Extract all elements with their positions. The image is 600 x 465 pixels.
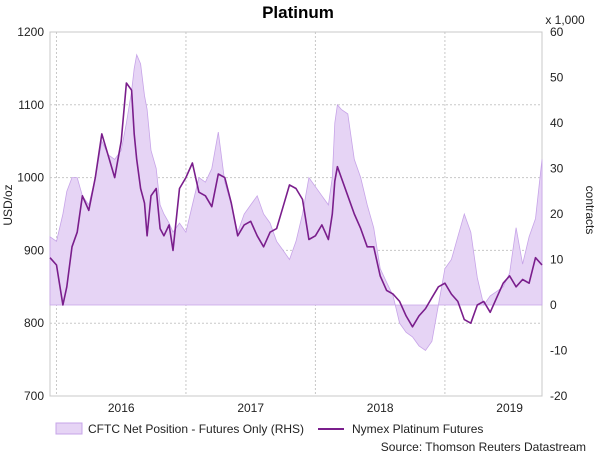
right-axis-ticks: -20 -10 0 10 20 30 40 50 60 — [550, 25, 568, 403]
x-tick-label-2017: 2017 — [237, 401, 264, 415]
right-tick-label-1: -10 — [550, 344, 568, 358]
right-tick-label-4: 20 — [550, 207, 564, 221]
x-tick-label-2019: 2019 — [496, 401, 523, 415]
right-tick-label-5: 30 — [550, 162, 564, 176]
source-note: Source: Thomson Reuters Datastream — [381, 440, 586, 454]
right-tick-label-3: 10 — [550, 253, 564, 267]
left-tick-label-5: 1200 — [17, 25, 44, 39]
left-tick-label-4: 1100 — [18, 98, 44, 112]
right-tick-label-0: -20 — [550, 389, 568, 403]
right-tick-label-8: 60 — [550, 25, 564, 39]
right-tick-label-6: 40 — [550, 116, 564, 130]
left-tick-label-2: 900 — [24, 243, 44, 257]
left-tick-label-3: 1000 — [17, 171, 44, 185]
legend: CFTC Net Position - Futures Only (RHS) N… — [55, 422, 483, 436]
left-tick-label-1: 800 — [24, 316, 44, 330]
right-tick-label-7: 50 — [550, 71, 564, 85]
cftc-area-path — [49, 53, 543, 352]
left-axis-label: USD/oz — [1, 184, 15, 225]
right-axis-unit: x 1,000 — [545, 13, 585, 27]
legend-label-line: Nymex Platinum Futures — [352, 422, 483, 436]
left-tick-label-0: 700 — [24, 389, 44, 403]
nymex-platinum-line — [49, 82, 543, 328]
right-axis-label: contracts — [583, 186, 597, 235]
right-tick-label-2: 0 — [550, 298, 557, 312]
x-axis-ticks: 2016 2017 2018 2019 — [108, 401, 523, 415]
legend-swatch-area — [55, 422, 83, 435]
legend-label-area: CFTC Net Position - Futures Only (RHS) — [88, 422, 304, 436]
cftc-net-position-area — [49, 53, 543, 352]
x-tick-label-2018: 2018 — [367, 401, 394, 415]
nymex-line-path — [49, 82, 543, 328]
x-tick-label-2016: 2016 — [108, 401, 135, 415]
left-axis-ticks: 700 800 900 1000 1100 1200 — [17, 25, 44, 403]
chart-title: Platinum — [262, 3, 334, 22]
